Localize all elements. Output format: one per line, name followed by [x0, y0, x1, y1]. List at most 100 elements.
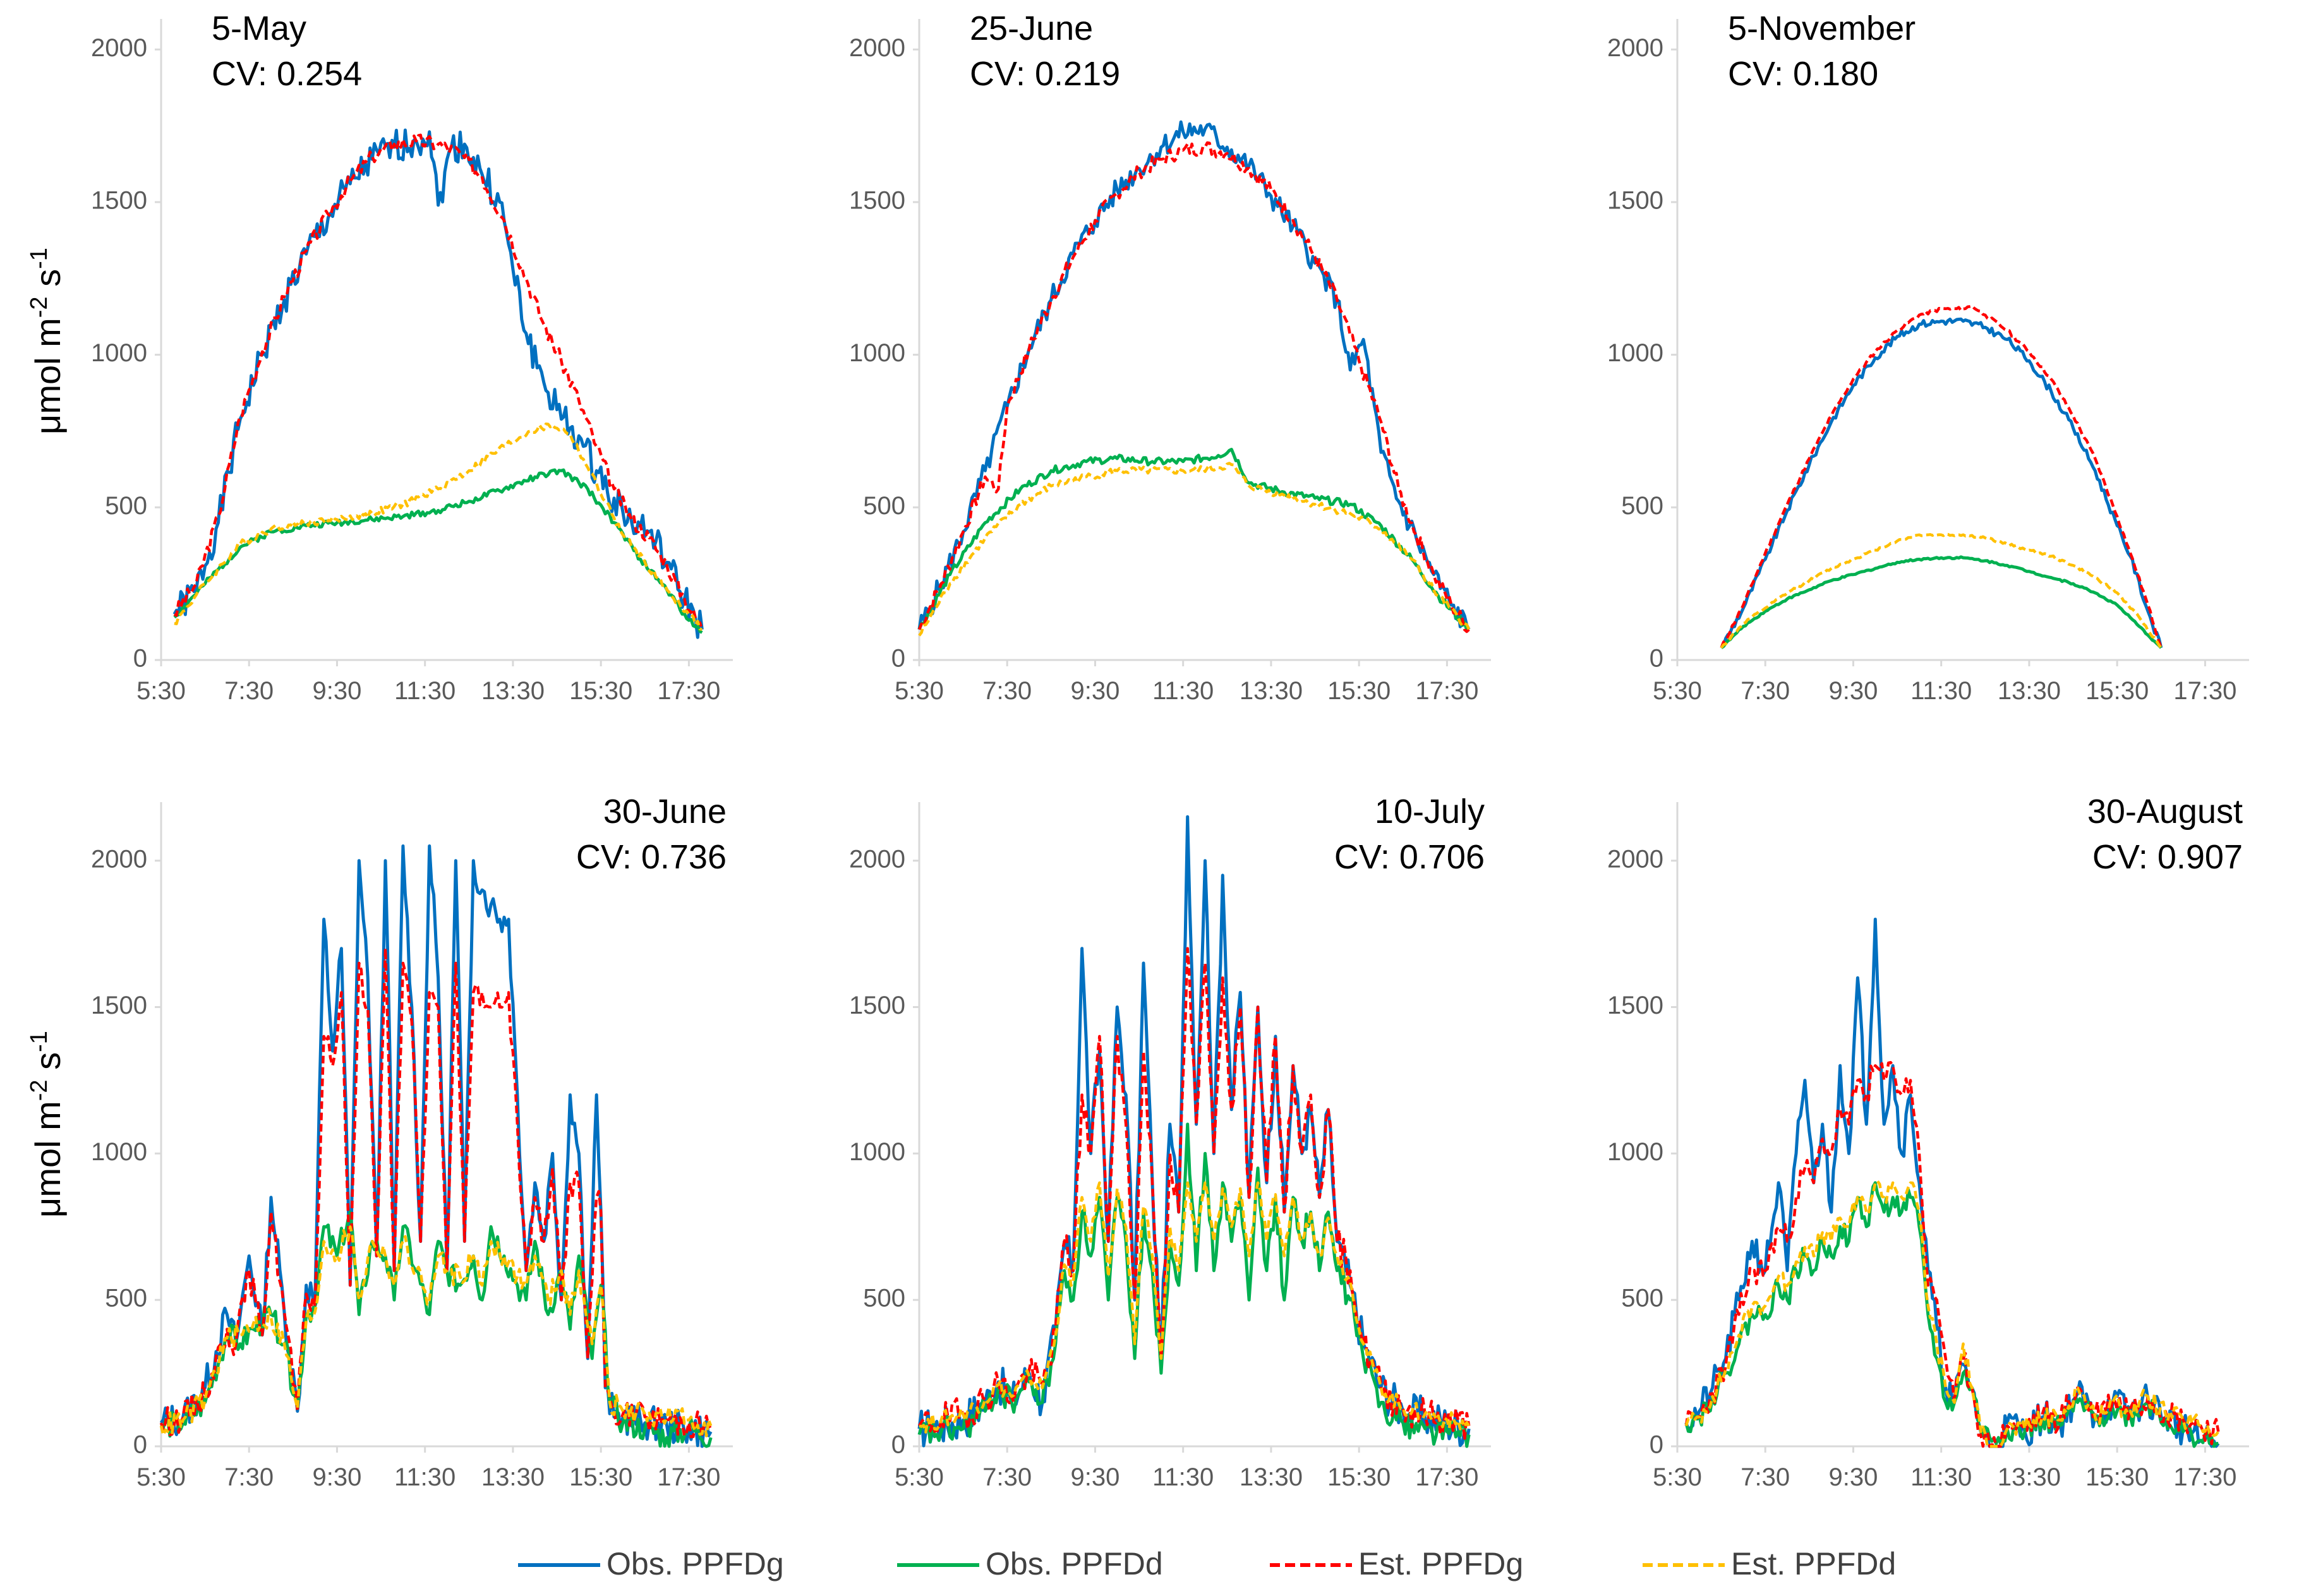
x-tick-label: 9:30 [1829, 1463, 1878, 1491]
panel-date-label: 25-June [970, 9, 1093, 47]
series-est-ppfdg [159, 947, 712, 1439]
y-tick-label: 0 [891, 1431, 905, 1459]
panel-cv-label: CV: 0.180 [1728, 55, 1878, 93]
y-tick-label: 500 [105, 492, 147, 520]
y-tick-label: 500 [863, 1285, 905, 1312]
series-obs-ppfdg [1684, 918, 2220, 1448]
legend-label: Obs. PPFDd [986, 1546, 1163, 1581]
y-tick-label: 2000 [1607, 34, 1663, 62]
legend-label: Est. PPFDd [1731, 1546, 1896, 1581]
series-obs-ppfdg [159, 844, 713, 1448]
panel-5: 0 500 1000 1500 2000 5:30 7:30 9:30 11:30 13:30 15… [849, 793, 1491, 1491]
legend: Obs. PPFDg Obs. PPFDd Est. PPFDg Est. PPFDd [518, 1546, 1896, 1581]
panel-2: 0 500 1000 1500 2000 5:30 7:30 9:30 11:30 13:30 15… [849, 9, 1491, 705]
x-tick-label: 9:30 [1071, 677, 1120, 705]
y-tick-label: 1000 [849, 339, 905, 367]
x-tick-label: 15:30 [2085, 677, 2149, 705]
x-tick-label: 17:30 [657, 1463, 720, 1491]
series-obs-ppfdg [917, 120, 1471, 630]
y-tick-label: 0 [1650, 1431, 1663, 1459]
y-tick-label: 1500 [91, 187, 147, 215]
x-tick-label: 5:30 [1653, 1463, 1702, 1491]
series-obs-ppfdd [173, 468, 703, 634]
x-tick-label: 7:30 [224, 677, 274, 705]
x-tick-label: 9:30 [313, 677, 362, 705]
series-est-ppfdd [1720, 532, 2163, 649]
panel-4: 0 500 1000 1500 2000 5:30 7:30 9:30 11:30 13:30 15… [91, 793, 733, 1491]
x-tick-label: 7:30 [1741, 1463, 1790, 1491]
y-tick-label: 500 [1621, 1285, 1663, 1312]
x-tick-label: 11:30 [1910, 1463, 1972, 1491]
x-tick-label: 17:30 [657, 677, 720, 705]
y-tick-label: 0 [891, 645, 905, 673]
y-tick-label: 2000 [1607, 845, 1663, 873]
panel-cv-label: CV: 0.736 [576, 838, 727, 876]
series-est-ppfdg [173, 133, 704, 630]
legend-label: Est. PPFDg [1358, 1546, 1523, 1581]
series-est-ppfdg [1684, 1060, 2220, 1448]
series-est-ppfdd [918, 462, 1471, 637]
x-tick-label: 7:30 [982, 1463, 1032, 1491]
x-tick-label: 15:30 [569, 1463, 632, 1491]
x-tick-label: 13:30 [1998, 677, 2061, 705]
y-axis-title: μmol m-2 s-1 [26, 248, 68, 435]
x-tick-label: 11:30 [1910, 677, 1972, 705]
x-tick-label: 9:30 [313, 1463, 362, 1491]
y-tick-label: 1500 [1607, 992, 1663, 1019]
x-tick-label: 13:30 [481, 677, 545, 705]
panel-date-label: 30-August [2087, 793, 2243, 831]
x-tick-label: 11:30 [1152, 1463, 1214, 1491]
y-tick-label: 1500 [1607, 187, 1663, 215]
x-tick-label: 13:30 [1240, 677, 1303, 705]
panel-date-label: 5-May [212, 9, 306, 47]
x-tick-label: 11:30 [1152, 677, 1214, 705]
panel-date-label: 10-July [1375, 793, 1485, 831]
y-tick-label: 0 [1650, 645, 1663, 673]
series-obs-ppfdg [917, 815, 1471, 1448]
y-tick-label: 500 [1621, 492, 1663, 520]
x-tick-label: 17:30 [1415, 1463, 1478, 1491]
x-tick-label: 11:30 [394, 677, 456, 705]
x-tick-label: 15:30 [569, 677, 632, 705]
y-tick-label: 1500 [91, 992, 147, 1019]
series-est-ppfdg [918, 947, 1471, 1442]
series-obs-ppfdg [1720, 317, 2163, 649]
y-tick-label: 2000 [91, 845, 147, 873]
y-axis-title: μmol m-2 s-1 [26, 1031, 68, 1218]
x-tick-label: 5:30 [1653, 677, 1702, 705]
y-tick-label: 0 [133, 645, 147, 673]
panel-3: 0 500 1000 1500 2000 5:30 7:30 9:30 11:30 13:30 15… [1607, 9, 2249, 705]
series-obs-ppfdd [160, 1210, 713, 1448]
panel-cv-label: CV: 0.254 [212, 55, 362, 93]
x-tick-label: 7:30 [224, 1463, 274, 1491]
series-est-ppfdg [917, 141, 1470, 633]
panel-cv-label: CV: 0.706 [1334, 838, 1485, 876]
x-tick-label: 7:30 [1741, 677, 1790, 705]
y-tick-label: 1000 [1607, 1138, 1663, 1166]
x-tick-label: 5:30 [895, 1463, 944, 1491]
y-tick-label: 1500 [849, 187, 905, 215]
panel-6: 0 500 1000 1500 2000 5:30 7:30 9:30 11:30 13:30 15… [1607, 793, 2249, 1491]
series-est-ppfdd [159, 1225, 713, 1437]
panel-1: 0 500 1000 1500 2000 5:30 7:30 9:30 11:30 13:30 15… [91, 9, 733, 705]
y-tick-label: 1000 [849, 1138, 905, 1166]
y-tick-label: 1000 [91, 339, 147, 367]
panel-date-label: 30-June [603, 793, 727, 831]
series-est-ppfdg [1720, 304, 2163, 649]
series-est-ppfdd [1684, 1179, 2220, 1448]
x-tick-label: 13:30 [1240, 1463, 1303, 1491]
series-obs-ppfdg [172, 128, 704, 639]
series-est-ppfdd [919, 1181, 1471, 1434]
x-tick-label: 7:30 [982, 677, 1032, 705]
panel-date-label: 5-November [1728, 9, 1916, 47]
series-obs-ppfdd [1720, 555, 2163, 649]
legend-label: Obs. PPFDg [606, 1546, 784, 1581]
x-tick-label: 15:30 [1327, 677, 1391, 705]
panel-cv-label: CV: 0.219 [970, 55, 1120, 93]
x-tick-label: 15:30 [2085, 1463, 2149, 1491]
x-tick-label: 17:30 [2173, 1463, 2236, 1491]
y-tick-label: 0 [133, 1431, 147, 1459]
x-tick-label: 15:30 [1327, 1463, 1391, 1491]
y-tick-label: 500 [105, 1285, 147, 1312]
